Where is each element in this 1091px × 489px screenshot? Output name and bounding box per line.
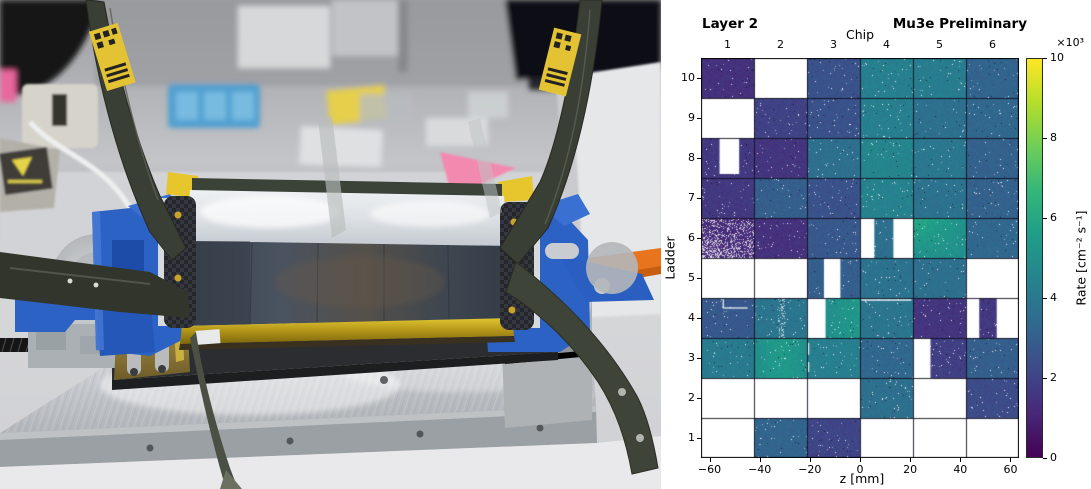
z-tick-label: 0	[856, 463, 864, 476]
top-axis-title: Chip	[845, 27, 875, 42]
y-tick-mark	[697, 198, 701, 199]
x-tick-mark	[759, 458, 761, 462]
ladder-tick-label: 4	[688, 311, 695, 324]
colorbar-tick-label: 4	[1050, 291, 1057, 304]
ladder-tick-label: 10	[681, 71, 695, 84]
ladder-tick-label: 3	[688, 351, 695, 364]
y-tick-mark	[697, 278, 701, 279]
colorbar-tick-label: 2	[1050, 371, 1057, 384]
colorbar-tick-mark	[1043, 298, 1047, 299]
heatmap-canvas	[701, 58, 1019, 458]
white-table	[0, 436, 661, 489]
x-axis-title: z [mm]	[839, 471, 885, 486]
chart-title: Layer 2	[702, 16, 759, 32]
z-tick-label: −60	[697, 463, 722, 476]
colorbar-tick-mark	[1043, 58, 1047, 59]
x-tick-mark	[809, 458, 811, 462]
chrome-bolt	[545, 243, 579, 259]
z-tick-label: −40	[748, 463, 772, 476]
x-tick-mark	[960, 458, 962, 462]
flex-cable-upper-left	[85, 0, 187, 261]
colorbar	[1026, 58, 1043, 458]
chip-tick-label: 3	[830, 38, 837, 51]
thin-film-right	[468, 118, 502, 218]
y-tick-mark	[697, 438, 701, 439]
x-tick-mark	[910, 458, 912, 462]
y-tick-mark	[697, 118, 701, 119]
lab-photo-scene	[0, 0, 661, 489]
y-tick-mark	[697, 398, 701, 399]
z-tick-label: 60	[1003, 463, 1018, 476]
base-plate-front	[0, 406, 597, 467]
ladder-tick-label: 7	[688, 191, 695, 204]
kapton-strip	[180, 318, 514, 344]
ladder-tick-label: 6	[688, 231, 695, 244]
ladder-tick-label: 9	[688, 111, 695, 124]
colorbar-tick-label: 6	[1050, 211, 1057, 224]
ladder-tick-label: 1	[688, 431, 695, 444]
ladder-tick-label: 2	[688, 391, 695, 404]
chip-tick-label: 4	[883, 38, 890, 51]
chip-tick-label: 1	[724, 38, 731, 51]
colorbar-scale-label: ×10³	[1056, 36, 1084, 49]
y-tick-mark	[697, 358, 701, 359]
colorbar-tick-label: 0	[1050, 451, 1057, 464]
background-clutter	[0, 0, 661, 173]
colorbar-tick-mark	[1043, 138, 1047, 139]
z-tick-label: 40	[953, 463, 968, 476]
y-tick-mark	[697, 238, 701, 239]
colorbar-tick-mark	[1043, 458, 1047, 459]
x-tick-mark	[1010, 458, 1012, 462]
x-tick-mark	[860, 458, 861, 462]
preliminary-label: Mu3e Preliminary	[892, 16, 1027, 32]
flex-cable-left-arm	[0, 252, 190, 318]
ladder-tick-label: 5	[688, 271, 695, 284]
chip-tick-label: 2	[777, 38, 784, 51]
warning-label-device	[0, 138, 60, 212]
detector-module	[158, 172, 540, 350]
flex-cable-lower-right	[505, 261, 659, 475]
thin-film-center	[318, 116, 346, 238]
rate-heatmap-panel: Layer 2 Mu3e Preliminary Chip Ladder z […	[661, 0, 1091, 489]
qr-label-left	[88, 22, 136, 91]
chip-tick-label: 6	[989, 38, 996, 51]
y-tick-mark	[697, 158, 701, 159]
y-tick-mark	[697, 318, 701, 319]
qr-label-right	[538, 27, 582, 97]
lab-photo	[0, 0, 661, 489]
flex-cable-upper-right	[499, 0, 603, 265]
z-tick-label: 20	[903, 463, 918, 476]
colorbar-title: Rate [cm⁻² s⁻¹]	[1073, 210, 1089, 306]
pink-note-left	[0, 70, 16, 102]
colorbar-tick-mark	[1043, 218, 1047, 219]
flex-cable-lower-left	[190, 332, 242, 489]
x-tick-mark	[709, 458, 711, 462]
dark-equipment-top-left	[0, 0, 100, 98]
colorbar-tick-mark	[1043, 378, 1047, 379]
y-tick-mark	[697, 78, 701, 79]
colorbar-tick-label: 8	[1050, 131, 1057, 144]
colorbar-tick-label: 10	[1050, 51, 1064, 64]
ladder-tick-label: 8	[688, 151, 695, 164]
z-tick-label: −20	[798, 463, 822, 476]
chip-tick-label: 5	[936, 38, 943, 51]
